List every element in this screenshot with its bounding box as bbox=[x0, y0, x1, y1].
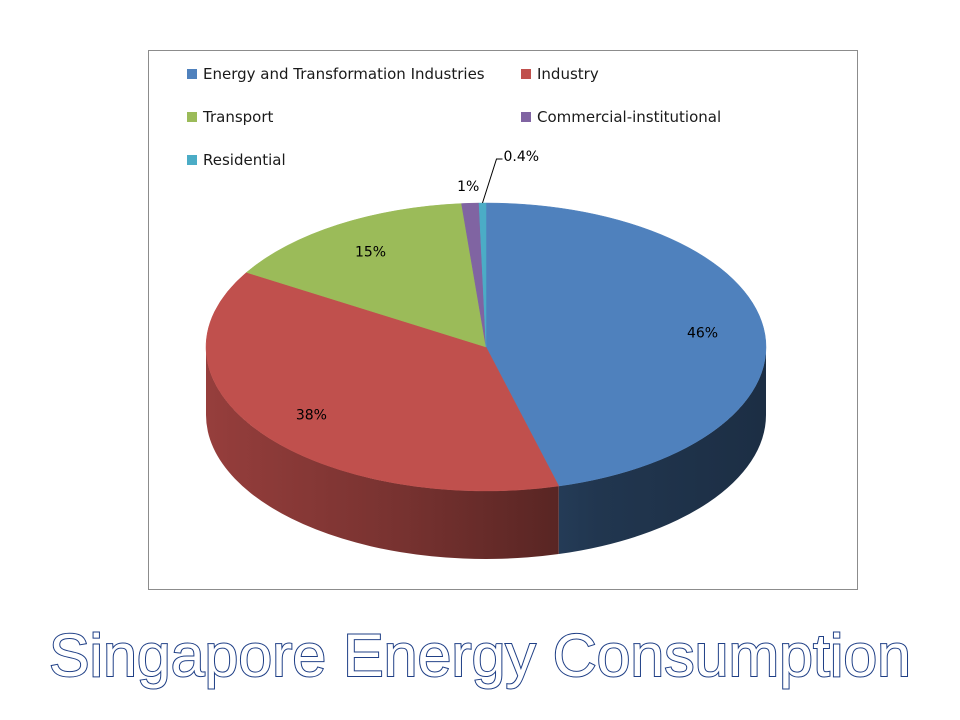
pie-slice-energy-and-transformation-industries bbox=[485, 202, 767, 487]
pie-side-group bbox=[206, 347, 766, 559]
data-label-residential: 0.4% bbox=[503, 149, 539, 165]
legend-item-commercial: Commercial-institutional bbox=[521, 108, 721, 126]
legend-item-transport: Transport bbox=[187, 108, 273, 126]
legend-item-industry: Industry bbox=[521, 65, 599, 83]
legend-label-commercial: Commercial-institutional bbox=[537, 108, 722, 126]
pie-top-group bbox=[205, 202, 767, 492]
pie-side-industry bbox=[206, 347, 559, 559]
data-label-industry: 38% bbox=[296, 407, 327, 423]
pie-slice-transport bbox=[245, 203, 487, 348]
legend-label-industry: Industry bbox=[537, 65, 599, 83]
page-title: Singapore Energy Consumption bbox=[48, 621, 912, 690]
legend-swatch-industry bbox=[521, 69, 531, 79]
pie-leader-group bbox=[482, 158, 503, 204]
pie-side-energy-and-transformation-industries bbox=[558, 347, 766, 555]
legend-swatch-transport bbox=[187, 112, 197, 122]
legend-swatch-energy bbox=[187, 69, 197, 79]
page-title-text: Singapore Energy Consumption bbox=[49, 622, 911, 689]
pie-label-group: 46% 38% 15% 1% 0.4% bbox=[296, 149, 718, 423]
legend-label-residential: Residential bbox=[203, 151, 286, 169]
leader-line-residential bbox=[482, 158, 503, 204]
data-label-commercial-institutional: 1% bbox=[457, 179, 479, 195]
legend-swatch-commercial bbox=[521, 112, 531, 122]
data-label-energy-and-transformation-industries: 46% bbox=[687, 325, 718, 341]
pie-slice-industry bbox=[205, 272, 560, 492]
legend-swatch-residential bbox=[187, 155, 197, 165]
pie-chart: 46% 38% 15% 1% 0.4% bbox=[205, 149, 767, 559]
legend-item-residential: Residential bbox=[187, 151, 286, 169]
legend-item-energy: Energy and Transformation Industries bbox=[187, 65, 485, 83]
legend-label-transport: Transport bbox=[203, 108, 274, 126]
legend-label-energy: Energy and Transformation Industries bbox=[203, 65, 485, 83]
data-label-transport: 15% bbox=[355, 245, 386, 261]
